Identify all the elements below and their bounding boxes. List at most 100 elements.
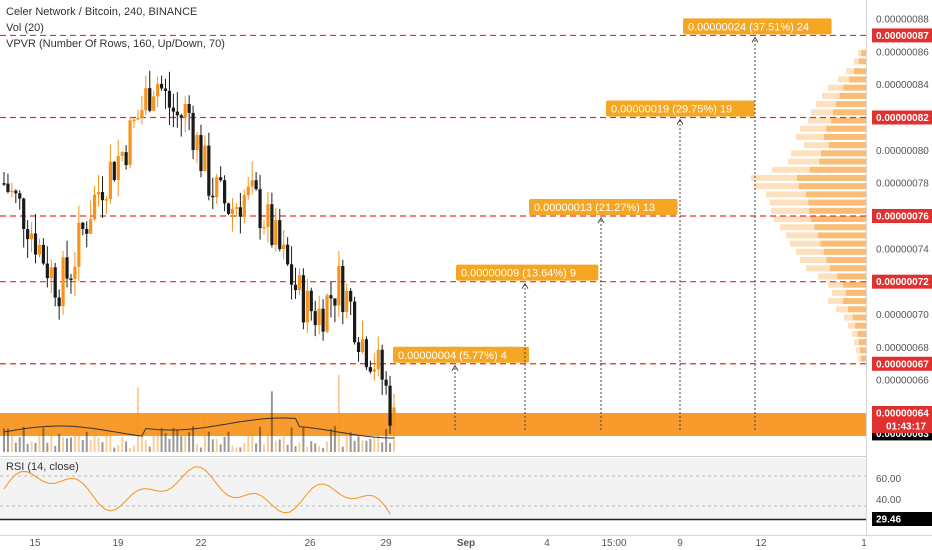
projection-label-text: 0.00000013 (21.27%) 13 (534, 202, 655, 214)
volume-legend[interactable]: Vol (20) (6, 22, 44, 34)
volume-bar (144, 440, 147, 452)
candle-up (144, 88, 148, 111)
candle-up (242, 195, 246, 217)
volume-bar (231, 445, 234, 452)
volume-bar (38, 430, 41, 452)
volume-bar (160, 428, 163, 452)
candle-down (238, 207, 242, 217)
vpvr-bar-up (814, 224, 866, 231)
volume-bar (188, 432, 191, 452)
candle-down (368, 367, 372, 372)
level-price-tag (872, 356, 932, 371)
vpvr-bar-up (826, 257, 866, 264)
volume-bar (306, 446, 309, 452)
vpvr-legend[interactable]: VPVR (Number Of Rows, 160, Up/Down, 70) (6, 38, 225, 50)
vpvr-bar (751, 174, 866, 181)
candle-down (321, 308, 325, 332)
volume-bar (3, 428, 5, 452)
price-tick-label: 0.00000080 (876, 146, 929, 157)
candle-up (29, 233, 34, 240)
price-tag-label: 0.00000087 (876, 31, 929, 42)
candle-up (246, 186, 250, 196)
volume-bar (121, 437, 124, 452)
volume-bar (34, 442, 37, 452)
rsi-legend[interactable]: RSI (14, close) (6, 461, 79, 473)
candle-down (81, 222, 85, 229)
candle-down (45, 263, 49, 279)
candle-down (286, 244, 290, 265)
vpvr-bar (856, 347, 866, 354)
price-tick-label: 0.00000074 (876, 244, 929, 255)
candle-down (254, 180, 258, 190)
volume-bar (393, 431, 395, 452)
vpvr-bar-up (858, 339, 866, 346)
volume-bar (353, 440, 356, 452)
vpvr-bar (788, 158, 866, 165)
volume-bar (168, 438, 171, 452)
candle-down (148, 88, 152, 111)
projection-label-bg (683, 18, 832, 35)
projection-label: 0.00000013 (21.27%) 13 (529, 199, 678, 215)
vpvr-bar (800, 125, 866, 132)
volume-bar (251, 427, 254, 452)
volume-bar (302, 426, 305, 452)
volume-bar (337, 374, 340, 452)
price-tag-label: 0.00000072 (876, 277, 929, 288)
candle-up (360, 339, 365, 352)
candle-down (6, 183, 10, 192)
candle-down (100, 192, 105, 201)
candle-up (77, 222, 81, 267)
volume-bar (42, 427, 45, 452)
candle-down (159, 83, 164, 89)
projection-label: 0.00000019 (29.75%) 19 (606, 100, 755, 117)
volume-bar (199, 447, 202, 452)
vpvr-bar-up (861, 355, 866, 362)
vpvr-bar-up (830, 265, 866, 272)
volume-bar (381, 442, 384, 452)
time-tick-label: 19 (112, 538, 124, 549)
candle-down (226, 203, 231, 214)
candle-down (41, 245, 45, 264)
volume-bar (247, 434, 250, 452)
volume-bar (26, 443, 29, 452)
volume-bar (81, 440, 84, 452)
vpvr-bar-up (797, 174, 866, 181)
candle-up (262, 227, 266, 229)
vpvr-bar (852, 330, 866, 337)
volume-bar (207, 431, 210, 452)
rsi-last-label: 29.46 (876, 515, 901, 526)
candle-down (349, 290, 353, 302)
time-tick-label: 9 (677, 538, 683, 549)
candle-down (179, 115, 183, 118)
candle-down (289, 264, 294, 285)
vpvr-bar (772, 166, 866, 173)
volume-bar (274, 440, 277, 452)
candle-down (112, 161, 116, 181)
candle-up (73, 266, 77, 280)
volume-bar (282, 436, 285, 452)
candle-up (104, 199, 109, 201)
vpvr-bar (848, 322, 866, 329)
volume-bar (156, 428, 159, 452)
candle-down (163, 88, 168, 91)
vpvr-bar-up (855, 322, 866, 329)
volume-bar (140, 427, 143, 452)
volume-bar (270, 391, 273, 452)
volume-bar (318, 445, 321, 452)
projection-arrowhead (451, 364, 459, 372)
volume-bar (73, 426, 76, 452)
rsi-tick-label: 40.00 (876, 495, 901, 506)
symbol-legend[interactable]: Celer Network / Bitcoin, 240, BINANCE (6, 6, 198, 18)
vpvr-bar-up (857, 330, 866, 337)
volume-bar (369, 438, 372, 452)
candle-up (116, 155, 120, 181)
candle-up (195, 135, 199, 151)
volume-bar (286, 444, 289, 452)
volume-bar (310, 441, 313, 452)
vpvr-bar (822, 92, 866, 99)
candle-up (392, 407, 396, 426)
candle-up (156, 83, 160, 97)
candle-up (132, 119, 136, 122)
vpvr-bar (808, 117, 866, 124)
